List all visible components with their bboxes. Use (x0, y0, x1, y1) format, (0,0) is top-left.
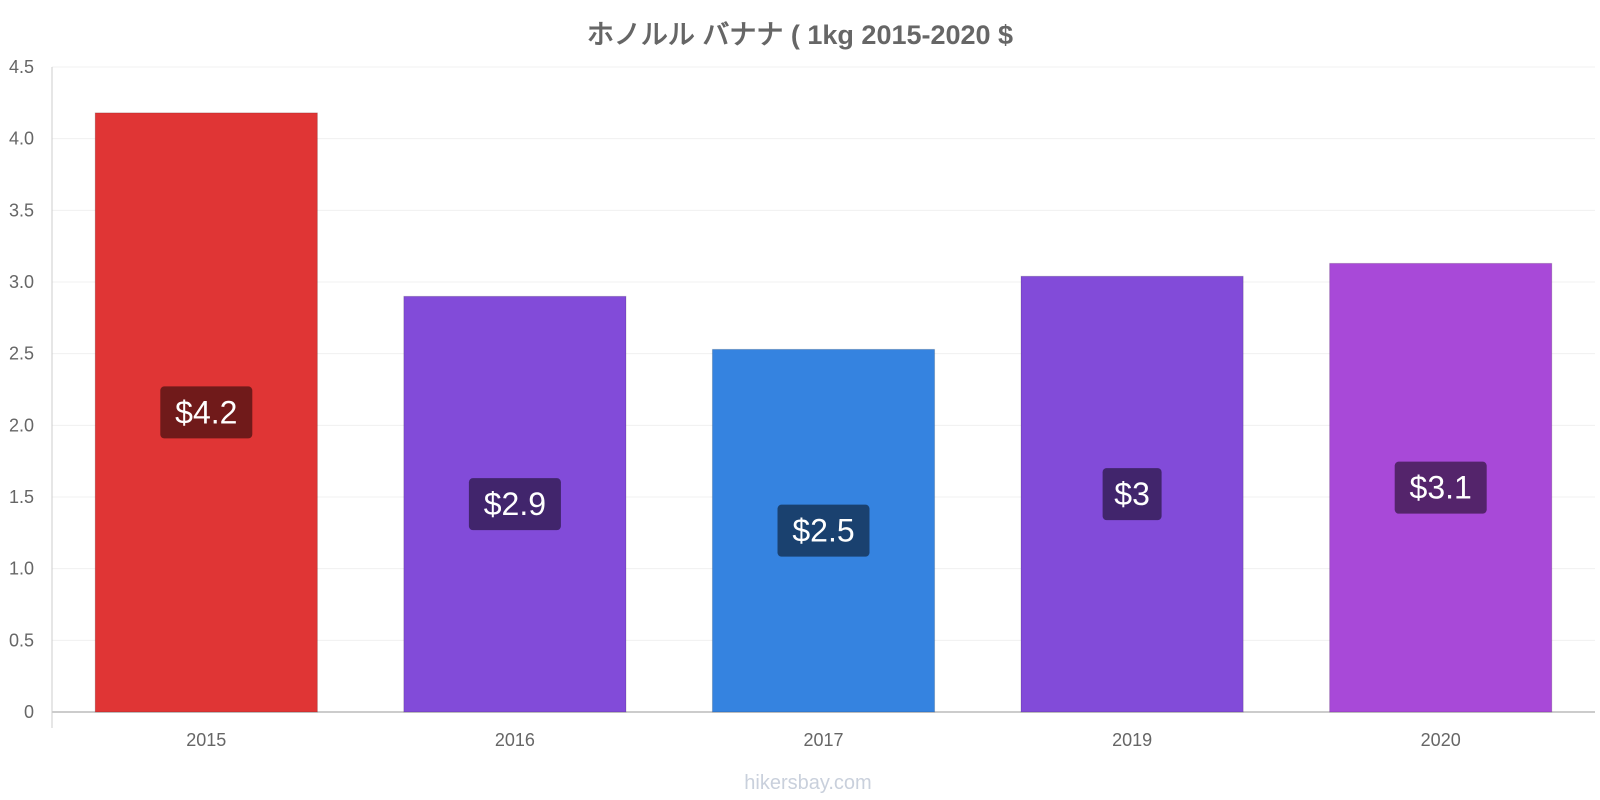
y-tick-label: 2.0 (9, 415, 34, 435)
data-label: $3 (1114, 476, 1150, 512)
data-label-background (160, 386, 253, 439)
y-tick-label: 0 (24, 702, 34, 722)
y-tick-label: 1.0 (9, 559, 34, 579)
data-label-background (468, 478, 561, 531)
bars (94, 112, 1553, 713)
data-label: $2.5 (792, 513, 854, 549)
data-label: $3.1 (1410, 470, 1472, 506)
data-label: $2.9 (484, 486, 546, 522)
data-label-background (1102, 468, 1162, 521)
y-tick-label: 2.5 (9, 344, 34, 364)
x-tick-label: 2019 (1112, 730, 1152, 750)
data-label-background (777, 504, 870, 557)
x-tick-label: 2015 (186, 730, 226, 750)
y-tick-label: 4.5 (9, 57, 34, 77)
data-label: $4.2 (175, 394, 237, 430)
chart-title: ホノルル バナナ ( 1kg 2015-2020 $ (587, 20, 1013, 50)
x-tick-label: 2017 (803, 730, 843, 750)
x-tick-label: 2016 (495, 730, 535, 750)
x-tick-label: 2020 (1421, 730, 1461, 750)
y-tick-label: 4.0 (9, 129, 34, 149)
data-label-background (1394, 461, 1487, 514)
y-tick-label: 3.0 (9, 272, 34, 292)
y-tick-label: 3.5 (9, 200, 34, 220)
watermark-text: hikersbay.com (744, 772, 871, 794)
y-tick-label: 0.5 (9, 630, 34, 650)
data-labels: $4.2 $2.9 $2.5 $3 $3.1 (160, 386, 1487, 557)
y-tick-label: 1.5 (9, 487, 34, 507)
